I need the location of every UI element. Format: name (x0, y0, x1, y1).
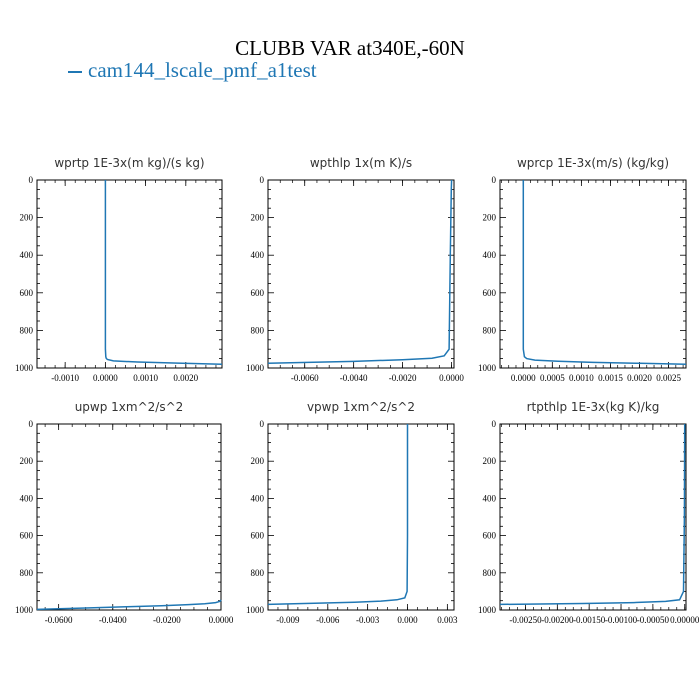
plot-frame (499, 179, 687, 369)
x-tick-label: 0.0020 (173, 373, 198, 383)
y-tick-label: 1000 (15, 605, 34, 615)
y-tick-label: 200 (20, 213, 34, 223)
x-tick-label: -0.0010 (51, 373, 79, 383)
plot-frame (36, 179, 223, 369)
x-tick-label: 0.0020 (627, 373, 652, 383)
y-tick-label: 400 (20, 250, 34, 260)
plot-frame (267, 423, 455, 611)
chart-panel-1: wprtp 1E-3x(m kg)/(s kg) 0 200 400 600 800 100… (15, 156, 223, 383)
y-tick-label: 200 (251, 213, 265, 223)
y-tick-label: 600 (251, 531, 265, 541)
series-line (267, 179, 453, 365)
series-line (36, 599, 222, 611)
y-tick-label: 600 (483, 288, 497, 298)
x-tick-label: -0.009 (276, 615, 300, 625)
y-tick-label: 1000 (478, 363, 497, 373)
x-tick-label: -0.0020 (389, 373, 417, 383)
x-tick-label: -0.00100 (605, 615, 638, 625)
y-tick-label: 800 (20, 325, 34, 335)
plot-frame (267, 179, 455, 369)
x-tick-label: 0.0010 (569, 373, 594, 383)
x-tick-label: 0.0005 (540, 373, 565, 383)
x-tick-label: -0.00250 (509, 615, 542, 625)
x-tick-label: 0.000 (397, 615, 418, 625)
x-tick-label: -0.0600 (45, 615, 73, 625)
y-tick-label: 800 (483, 325, 497, 335)
y-tick-label: 600 (20, 288, 34, 298)
y-tick-label: 0 (260, 419, 265, 429)
y-tick-label: 200 (483, 456, 497, 466)
series-line (104, 180, 223, 365)
y-tick-label: 1000 (478, 605, 497, 615)
y-tick-label: 400 (251, 493, 265, 503)
y-tick-label: 800 (483, 568, 497, 578)
x-tick-label: -0.006 (316, 615, 340, 625)
chart-title: wpthlp 1x(m K)/s (310, 156, 412, 170)
x-tick-label: 0.0015 (598, 373, 623, 383)
chart-title: upwp 1xm^2/s^2 (75, 400, 184, 414)
chart-title: vpwp 1xm^2/s^2 (307, 400, 415, 414)
x-tick-label: 0.00000 (670, 615, 700, 625)
plot-frame (36, 423, 222, 611)
y-tick-label: 600 (483, 531, 497, 541)
y-tick-label: 0 (29, 419, 34, 429)
y-tick-label: 800 (20, 568, 34, 578)
chart-title: wprtp 1E-3x(m kg)/(s kg) (54, 156, 204, 170)
chart-title: wprcp 1E-3x(m/s) (kg/kg) (517, 156, 669, 170)
y-tick-label: 1000 (246, 363, 265, 373)
y-tick-label: 200 (251, 456, 265, 466)
x-tick-label: 0.0000 (209, 615, 234, 625)
plot-frame (499, 423, 687, 611)
y-tick-label: 400 (251, 250, 265, 260)
x-tick-label: 0.0025 (656, 373, 681, 383)
legend: cam144_lscale_pmf_a1test (68, 58, 317, 83)
series-line (499, 423, 686, 606)
chart-title: rtpthlp 1E-3x(kg K)/kg (527, 400, 660, 414)
x-tick-label: 0.0000 (511, 373, 536, 383)
x-tick-label: 0.0010 (133, 373, 158, 383)
x-tick-label: 0.0000 (93, 373, 118, 383)
x-tick-label: 0.0000 (439, 373, 464, 383)
y-tick-label: 0 (29, 175, 34, 185)
y-tick-label: 1000 (15, 363, 34, 373)
chart-panel-2: wpthlp 1x(m K)/s 0 200 400 600 800 1000 -0.0060… (246, 156, 464, 383)
y-tick-label: 600 (20, 531, 34, 541)
figure-title: CLUBB VAR at340E,-60N (235, 36, 465, 60)
x-tick-label: -0.003 (356, 615, 380, 625)
chart-panel-6: rtpthlp 1E-3x(kg K)/kg 0 200 400 600 800 1000 -… (478, 400, 700, 625)
x-tick-label: -0.0060 (291, 373, 319, 383)
y-tick-label: 0 (492, 419, 497, 429)
y-tick-label: 400 (483, 493, 497, 503)
chart-panel-5: vpwp 1xm^2/s^2 0 200 400 600 800 1000 -0.009 -0.… (246, 400, 458, 625)
y-tick-label: 400 (20, 493, 34, 503)
y-tick-label: 0 (260, 175, 265, 185)
legend-swatch (68, 71, 82, 74)
x-tick-label: -0.00150 (573, 615, 606, 625)
chart-panel-4: upwp 1xm^2/s^2 0 200 400 600 800 1000 -0.0600 -0… (15, 400, 234, 625)
legend-label: cam144_lscale_pmf_a1test (88, 58, 317, 82)
y-tick-label: 400 (483, 250, 497, 260)
x-tick-label: -0.0040 (340, 373, 368, 383)
x-tick-label: -0.0400 (99, 615, 127, 625)
y-tick-label: 800 (251, 568, 265, 578)
y-tick-label: 600 (251, 288, 265, 298)
y-tick-label: 0 (492, 175, 497, 185)
x-tick-label: 0.003 (437, 615, 458, 625)
y-tick-label: 1000 (246, 605, 265, 615)
x-tick-label: -0.0200 (153, 615, 181, 625)
series-line (267, 424, 409, 606)
y-tick-label: 200 (20, 456, 34, 466)
y-tick-label: 800 (251, 325, 265, 335)
chart-panel-3: wprcp 1E-3x(m/s) (kg/kg) 0 200 400 600 800 100… (478, 156, 687, 383)
x-tick-label: -0.00200 (541, 615, 574, 625)
x-tick-label: -0.00050 (637, 615, 670, 625)
y-tick-label: 200 (483, 213, 497, 223)
series-line (522, 180, 687, 365)
